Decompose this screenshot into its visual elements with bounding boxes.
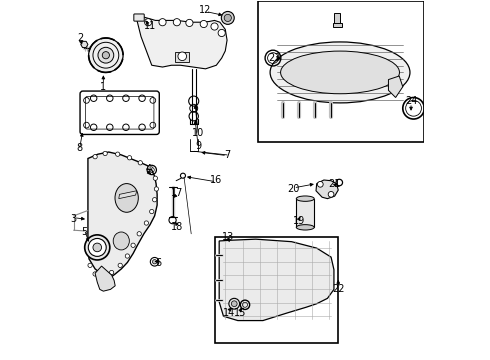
Ellipse shape <box>296 225 314 230</box>
Circle shape <box>109 270 114 275</box>
Text: 2: 2 <box>77 33 84 43</box>
Circle shape <box>116 152 120 156</box>
Circle shape <box>224 14 231 22</box>
Text: 5: 5 <box>81 227 88 237</box>
Text: 24: 24 <box>405 96 417 106</box>
Bar <box>215 237 338 343</box>
Circle shape <box>173 19 180 26</box>
Circle shape <box>131 243 135 247</box>
Text: 15: 15 <box>234 308 246 318</box>
Ellipse shape <box>281 51 399 94</box>
Circle shape <box>101 274 105 278</box>
Polygon shape <box>389 76 403 98</box>
FancyBboxPatch shape <box>134 14 144 21</box>
Ellipse shape <box>296 196 314 201</box>
Text: 17: 17 <box>171 188 183 198</box>
Circle shape <box>178 52 187 60</box>
Circle shape <box>88 238 106 256</box>
Circle shape <box>118 263 122 267</box>
Bar <box>334 13 341 24</box>
Text: 4: 4 <box>145 164 151 174</box>
Circle shape <box>89 38 123 72</box>
Circle shape <box>221 12 234 24</box>
Text: 6: 6 <box>155 258 161 268</box>
Circle shape <box>98 47 114 63</box>
Ellipse shape <box>113 232 129 250</box>
Polygon shape <box>136 15 227 69</box>
Circle shape <box>318 181 323 187</box>
Circle shape <box>231 301 237 307</box>
Circle shape <box>153 176 157 180</box>
Text: 8: 8 <box>76 143 82 153</box>
Bar <box>175 52 190 62</box>
Bar <box>258 1 423 142</box>
Circle shape <box>102 51 109 59</box>
Polygon shape <box>95 266 115 291</box>
Polygon shape <box>119 191 137 199</box>
Circle shape <box>328 192 334 197</box>
Circle shape <box>103 151 107 156</box>
Circle shape <box>144 221 148 225</box>
Text: 3: 3 <box>71 215 76 224</box>
Text: 18: 18 <box>171 222 183 231</box>
Circle shape <box>93 272 97 276</box>
Text: 11: 11 <box>144 21 156 31</box>
Bar <box>333 23 342 27</box>
Text: 23: 23 <box>269 53 281 63</box>
Circle shape <box>85 235 110 260</box>
Text: 20: 20 <box>287 184 299 194</box>
Text: 14: 14 <box>223 308 235 318</box>
Polygon shape <box>219 239 334 320</box>
Circle shape <box>93 243 101 252</box>
Circle shape <box>186 19 193 27</box>
Text: 13: 13 <box>222 232 234 242</box>
Circle shape <box>211 23 218 30</box>
Circle shape <box>159 19 166 26</box>
Circle shape <box>138 161 143 165</box>
Text: 10: 10 <box>192 129 204 138</box>
Circle shape <box>127 156 132 160</box>
Text: 21: 21 <box>328 179 341 189</box>
Circle shape <box>229 298 240 309</box>
Circle shape <box>152 260 157 264</box>
Circle shape <box>149 210 154 214</box>
Text: 12: 12 <box>199 5 212 15</box>
Text: 16: 16 <box>210 175 222 185</box>
Polygon shape <box>81 41 88 48</box>
Polygon shape <box>316 180 338 199</box>
Circle shape <box>125 254 129 258</box>
Circle shape <box>200 21 207 28</box>
Bar <box>296 199 314 227</box>
Circle shape <box>137 231 141 236</box>
Circle shape <box>154 187 159 191</box>
Ellipse shape <box>270 42 410 103</box>
Circle shape <box>93 154 97 159</box>
Circle shape <box>152 198 157 202</box>
Circle shape <box>218 30 225 37</box>
Circle shape <box>145 19 152 26</box>
Text: 9: 9 <box>196 141 201 151</box>
Circle shape <box>148 165 152 170</box>
Text: 22: 22 <box>332 284 344 294</box>
Text: 7: 7 <box>224 150 230 160</box>
Polygon shape <box>88 152 157 278</box>
Circle shape <box>88 263 92 267</box>
Text: 1: 1 <box>100 82 106 92</box>
Ellipse shape <box>115 184 138 212</box>
Text: 19: 19 <box>293 216 305 226</box>
